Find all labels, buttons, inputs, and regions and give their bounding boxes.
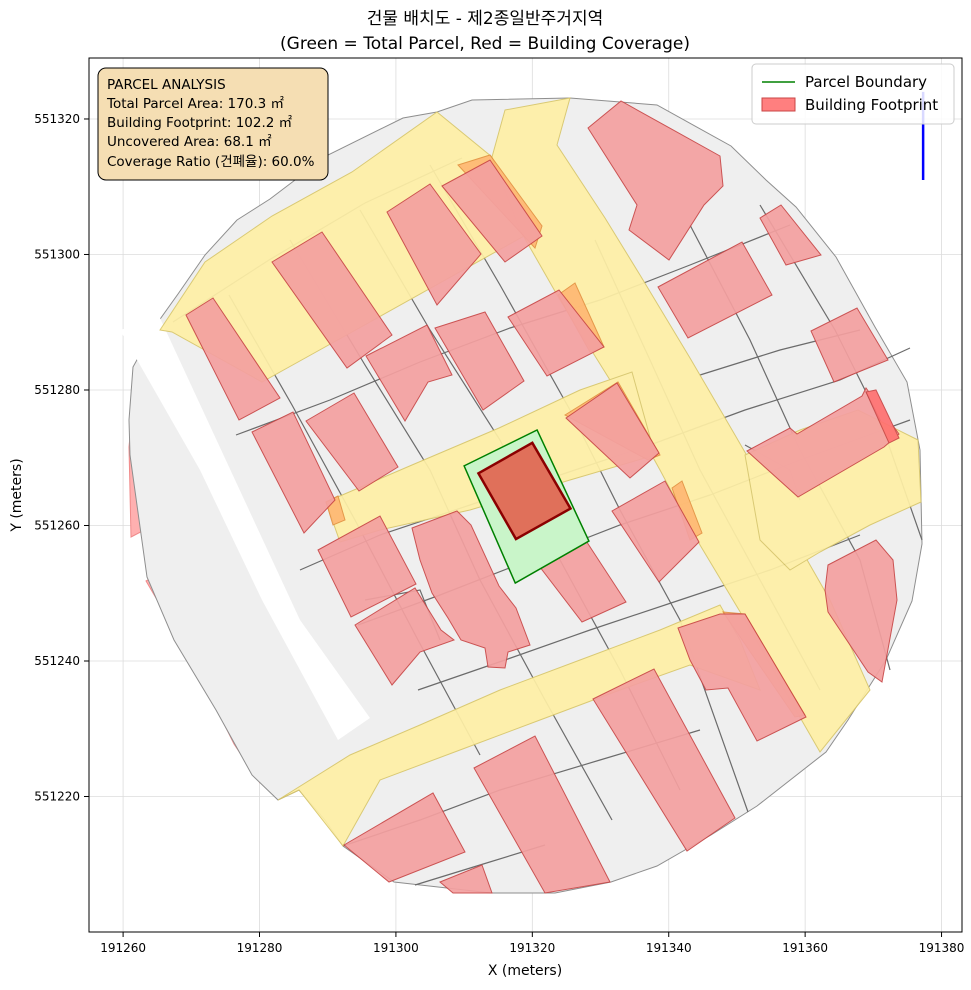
legend: Parcel Boundary Building Footprint (751, 63, 955, 125)
building-footprint (657, 241, 773, 339)
plot-area (120, 91, 925, 894)
axes-frame (88, 57, 963, 933)
target-building-footprint (476, 441, 573, 541)
chart-title: 건물 배치도 - 제2종일반주거지역 (367, 9, 603, 29)
building-footprint (759, 204, 822, 266)
x-tick-label: 191280 (237, 941, 283, 955)
info-box-background (97, 67, 329, 181)
legend-frame (751, 63, 955, 125)
building-footprint (810, 307, 889, 383)
building-footprint (365, 324, 453, 422)
y-axis-label: Y (meters) (9, 458, 25, 532)
building-footprint (611, 480, 700, 583)
x-tick-label: 191320 (509, 941, 555, 955)
y-tick-label: 551220 (34, 789, 80, 803)
building-footprint (865, 389, 900, 444)
x-tick-label: 191360 (782, 941, 828, 955)
building-footprint (251, 411, 336, 534)
building-footprint (185, 297, 281, 421)
x-tick-label: 191340 (646, 941, 692, 955)
building-footprint (473, 735, 611, 894)
building-footprint (824, 539, 898, 683)
building-footprint (305, 392, 399, 492)
info-line-uncovered: Uncovered Area: 68.1 ㎡ (107, 134, 272, 150)
building-footprint (439, 864, 493, 894)
info-line-title: PARCEL ANALYSIS (107, 77, 226, 93)
info-line-coverage: Coverage Ratio (건폐율): 60.0% (107, 154, 315, 170)
building-footprint (592, 668, 736, 852)
y-tick-label: 551280 (34, 383, 80, 397)
x-axis-label: X (meters) (488, 963, 562, 979)
building-footprint (507, 289, 605, 377)
info-line-total-area: Total Parcel Area: 170.3 ㎡ (106, 96, 284, 112)
y-tick-label: 551240 (34, 654, 80, 668)
building-footprint (317, 515, 417, 618)
ticks: 191260 191280 191300 191320 191340 191360 1913… (34, 112, 964, 955)
building-footprint (271, 231, 393, 369)
building-footprint (354, 587, 456, 686)
parcel-gap (120, 318, 370, 740)
building-footprint (386, 183, 482, 306)
info-line-footprint: Building Footprint: 102.2 ㎡ (107, 115, 293, 131)
y-tick-label: 551260 (34, 518, 80, 532)
x-tick-label: 191380 (919, 941, 965, 955)
parcel-analysis-box: PARCEL ANALYSIS Total Parcel Area: 170.3… (97, 67, 329, 181)
y-tick-label: 551320 (34, 112, 80, 126)
building-footprint (411, 510, 531, 669)
y-tick-label: 551300 (34, 247, 80, 261)
buildings (185, 100, 900, 894)
building-footprint (565, 382, 660, 479)
legend-building-label: Building Footprint (805, 96, 938, 114)
legend-building-patch-icon (761, 97, 796, 112)
building-footprint (746, 387, 900, 498)
building-footprint (587, 100, 724, 261)
x-tick-label: 191300 (373, 941, 419, 955)
x-tick-label: 191260 (100, 941, 146, 955)
building-footprint (441, 159, 543, 263)
building-footprint (343, 792, 466, 883)
building-footprint (434, 311, 525, 411)
legend-parcel-label: Parcel Boundary (805, 73, 927, 91)
chart-subtitle: (Green = Total Parcel, Red = Building Co… (280, 34, 690, 54)
building-footprint (677, 613, 807, 742)
